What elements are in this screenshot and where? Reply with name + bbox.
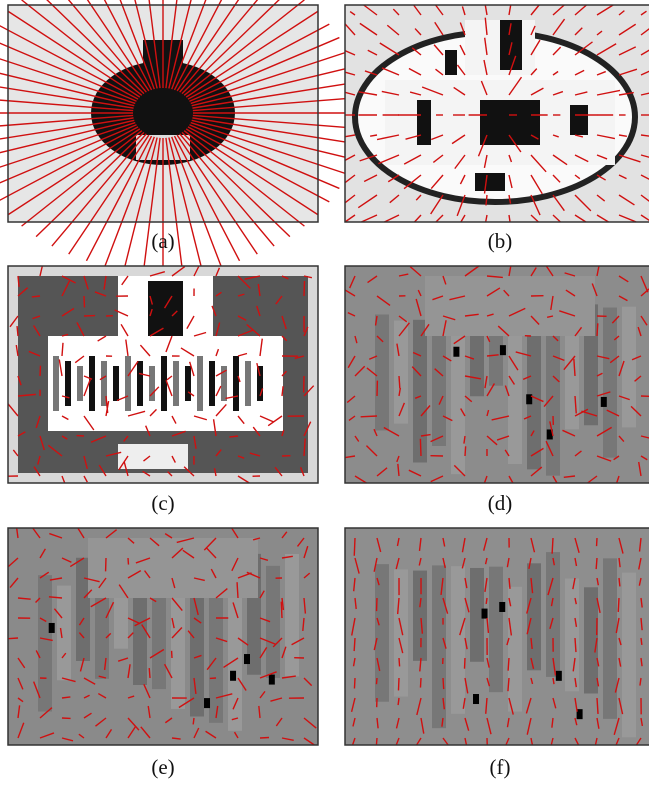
vector bbox=[508, 658, 509, 671]
region bbox=[413, 571, 427, 661]
region bbox=[53, 356, 59, 411]
region bbox=[77, 366, 83, 401]
region bbox=[209, 361, 215, 406]
region bbox=[622, 573, 636, 738]
region bbox=[244, 654, 250, 664]
region bbox=[89, 356, 95, 411]
panel bbox=[345, 528, 649, 745]
panel bbox=[8, 266, 318, 483]
figure: (a) (b) (c) (d) (e) (f) bbox=[0, 0, 649, 790]
vector bbox=[399, 376, 400, 388]
region bbox=[233, 356, 239, 411]
region bbox=[394, 321, 408, 424]
region bbox=[432, 319, 446, 446]
panel-label: (a) bbox=[151, 229, 174, 253]
region bbox=[499, 602, 505, 612]
region bbox=[451, 566, 465, 714]
vector bbox=[398, 678, 399, 690]
panel bbox=[8, 528, 318, 745]
region bbox=[584, 587, 598, 693]
region bbox=[269, 675, 275, 685]
panel bbox=[345, 266, 649, 483]
region bbox=[546, 321, 560, 476]
vector bbox=[354, 638, 355, 651]
region bbox=[245, 361, 251, 406]
region bbox=[197, 356, 203, 411]
region bbox=[500, 345, 506, 355]
region bbox=[148, 281, 183, 336]
region bbox=[489, 567, 503, 693]
vector bbox=[420, 678, 421, 688]
vector bbox=[376, 738, 377, 745]
region bbox=[173, 361, 179, 406]
region bbox=[76, 558, 90, 661]
vector bbox=[193, 718, 194, 724]
region bbox=[603, 558, 617, 719]
vector bbox=[237, 582, 238, 598]
region bbox=[125, 356, 131, 411]
region bbox=[527, 563, 541, 670]
vector bbox=[552, 538, 553, 554]
panel bbox=[345, 5, 649, 222]
region bbox=[185, 366, 191, 401]
region bbox=[57, 586, 71, 681]
vector bbox=[32, 296, 40, 297]
vector bbox=[260, 737, 269, 738]
vector bbox=[304, 281, 305, 296]
region bbox=[394, 569, 408, 696]
region bbox=[473, 694, 479, 704]
vector bbox=[420, 439, 421, 456]
vector bbox=[361, 416, 377, 417]
vector bbox=[399, 658, 400, 666]
region bbox=[482, 609, 488, 619]
region bbox=[475, 173, 505, 191]
region bbox=[375, 314, 389, 430]
panel-label: (c) bbox=[151, 491, 174, 515]
vector bbox=[376, 678, 377, 684]
vector bbox=[443, 678, 444, 689]
vector bbox=[641, 638, 642, 645]
region bbox=[266, 566, 280, 678]
panel bbox=[0, 0, 363, 273]
panel-label: (b) bbox=[488, 229, 513, 253]
region bbox=[49, 623, 55, 633]
region bbox=[601, 397, 607, 407]
region bbox=[161, 356, 167, 411]
region bbox=[445, 50, 457, 75]
region bbox=[137, 361, 143, 406]
region bbox=[603, 308, 617, 458]
region bbox=[556, 671, 562, 681]
vector bbox=[597, 323, 598, 336]
region bbox=[453, 347, 459, 357]
vector bbox=[398, 698, 399, 705]
region bbox=[425, 276, 595, 336]
vector bbox=[62, 343, 63, 356]
vector bbox=[486, 598, 487, 604]
region bbox=[480, 100, 540, 145]
vector bbox=[619, 578, 620, 586]
region bbox=[570, 105, 588, 135]
vector bbox=[465, 446, 466, 456]
region bbox=[152, 587, 166, 689]
vector bbox=[149, 668, 150, 678]
vector bbox=[17, 326, 18, 336]
region bbox=[65, 361, 71, 406]
region bbox=[113, 366, 119, 401]
panel-label: (d) bbox=[488, 491, 513, 515]
vector bbox=[8, 638, 18, 639]
vector bbox=[575, 638, 576, 652]
region bbox=[204, 698, 210, 708]
region bbox=[230, 671, 236, 681]
panel-label: (e) bbox=[151, 755, 174, 779]
vector bbox=[354, 538, 355, 556]
vector bbox=[618, 598, 619, 612]
region bbox=[565, 579, 579, 692]
region bbox=[38, 575, 52, 711]
vector bbox=[281, 602, 282, 618]
panel-label: (f) bbox=[490, 755, 511, 779]
vector bbox=[596, 558, 597, 569]
region bbox=[417, 100, 431, 145]
vector bbox=[354, 678, 355, 688]
